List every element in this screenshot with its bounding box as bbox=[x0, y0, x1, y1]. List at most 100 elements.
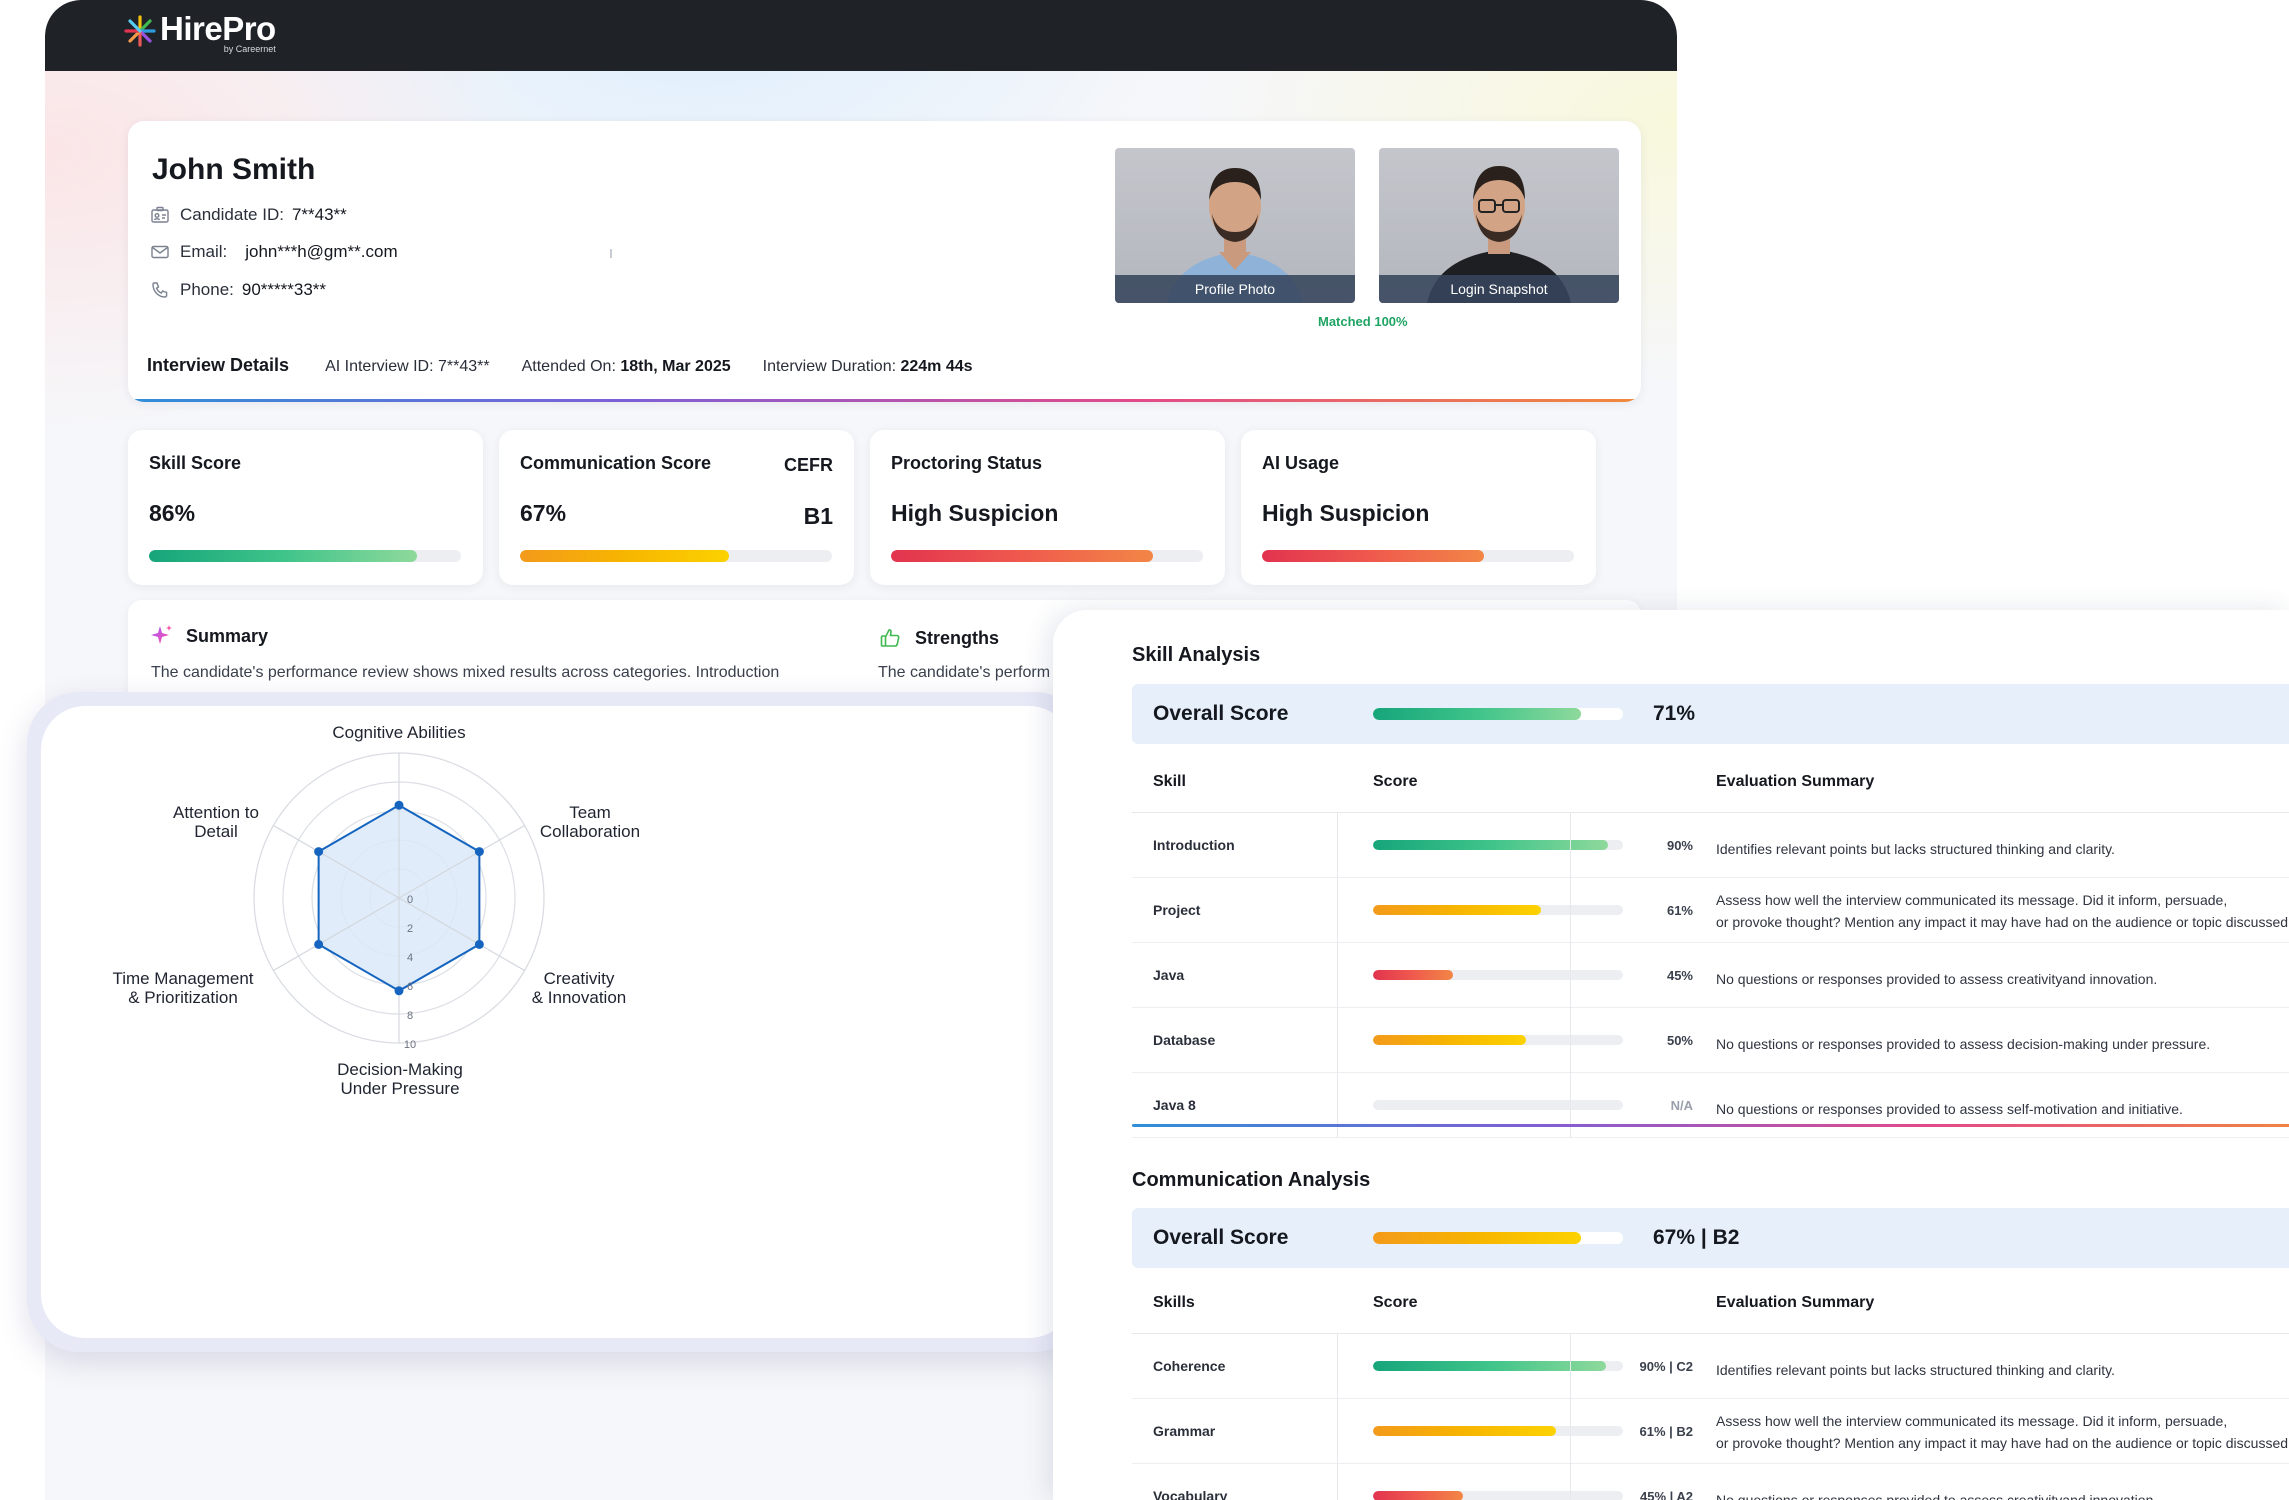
table-row[interactable]: Coherence 90% | C2 Identifies relevant poi… bbox=[1132, 1334, 2289, 1399]
row-score-bar bbox=[1373, 1100, 1623, 1110]
login-snapshot[interactable]: Login Snapshot bbox=[1379, 148, 1619, 303]
skill-score-bar bbox=[149, 550, 461, 562]
radar-point bbox=[314, 847, 324, 857]
row-score-fill bbox=[1373, 840, 1608, 850]
evaluation-line: Identifies relevant points but lacks str… bbox=[1716, 1362, 2115, 1378]
communication-score-bar bbox=[520, 550, 832, 562]
evaluation-line: No questions or responses provided to as… bbox=[1716, 1101, 2183, 1117]
proctoring-status-bar bbox=[891, 550, 1203, 562]
app-header: HirePro by Careernet bbox=[45, 0, 1677, 71]
ai-usage-value: High Suspicion bbox=[1262, 500, 1430, 526]
candidate-id-label: Candidate ID: bbox=[180, 205, 284, 224]
ai-interview-id-label: AI Interview ID: bbox=[325, 358, 434, 375]
brand-subtitle: by Careernet bbox=[223, 44, 276, 54]
candidate-id-value: 7**43** bbox=[291, 205, 347, 224]
radar-tick-label: 0 bbox=[407, 894, 413, 906]
radar-point bbox=[394, 986, 404, 996]
evaluation-line: or provoke thought? Mention any impact i… bbox=[1716, 914, 2289, 930]
analysis-panel: Skill Analysis Overall Score 71% Skill S… bbox=[1053, 610, 2289, 1500]
evaluation-col-header: Evaluation Summary bbox=[1716, 773, 1875, 790]
row-score-bar bbox=[1373, 840, 1623, 850]
radar-axis-label: & Innovation bbox=[532, 988, 627, 1007]
skill-overall-value: 71% bbox=[1653, 702, 1696, 725]
column-divider bbox=[1570, 813, 1571, 1138]
row-evaluation: Assess how well the interview communicat… bbox=[1716, 1410, 2289, 1454]
row-evaluation: No questions or responses provided to as… bbox=[1716, 1033, 2210, 1055]
interview-details-title: Interview Details bbox=[147, 355, 290, 375]
strengths-heading: Strengths bbox=[879, 626, 999, 650]
skill-analysis-underline bbox=[1132, 1124, 2289, 1127]
radar-tick-label: 8 bbox=[407, 1010, 413, 1022]
table-row[interactable]: Java 8 N/A No questions or responses provi… bbox=[1132, 1073, 2289, 1138]
evaluation-line: or provoke thought? Mention any impact i… bbox=[1716, 1435, 2289, 1451]
skill-score-card[interactable]: Skill Score 86% bbox=[128, 430, 483, 585]
candidate-phone-row: Phone: 90*****33** bbox=[150, 280, 326, 300]
logo-burst-icon bbox=[124, 15, 156, 47]
evaluation-line: No questions or responses provided to as… bbox=[1716, 971, 2158, 987]
sparkle-icon bbox=[151, 625, 172, 644]
radar-chart: 0 2 4 6 8 10 Cognitive Abilities TeamCollaborat… bbox=[112, 723, 640, 1098]
radar-chart-card: 0 2 4 6 8 10 Cognitive Abilities Team Collaborat… bbox=[27, 692, 1087, 1352]
evaluation-line: No questions or responses provided to as… bbox=[1716, 1492, 2158, 1500]
row-score-fill bbox=[1373, 1426, 1556, 1436]
radar-axis-label: Under Pressure bbox=[340, 1079, 459, 1098]
radar-spoke bbox=[398, 825, 525, 899]
radar-axis-label: Detail bbox=[194, 822, 237, 841]
communication-score-card[interactable]: Communication Score CEFR 67% B1 bbox=[499, 430, 854, 585]
row-skill-name: Vocabulary bbox=[1153, 1488, 1228, 1500]
ai-usage-card[interactable]: AI Usage High Suspicion bbox=[1241, 430, 1596, 585]
table-row[interactable]: Project 61% Assess how well the interview … bbox=[1132, 878, 2289, 943]
proctoring-status-fill bbox=[891, 550, 1154, 562]
radar-axis-label: Creativity bbox=[544, 969, 615, 988]
skill-overall-fill bbox=[1373, 708, 1581, 720]
row-score-bar bbox=[1373, 970, 1623, 980]
table-row[interactable]: Java 45% No questions or responses provide… bbox=[1132, 943, 2289, 1008]
interview-duration: Interview Duration: 224m 44s bbox=[763, 358, 973, 376]
radar-chart-panel: 0 2 4 6 8 10 Cognitive Abilities Team Collaborat… bbox=[41, 706, 1073, 1338]
attended-on-value: 18th, Mar 2025 bbox=[620, 358, 731, 375]
candidate-email-value: john***h@gm**.com bbox=[245, 242, 398, 261]
summary-heading: Summary bbox=[150, 624, 268, 648]
radar-point bbox=[314, 939, 324, 949]
row-score-fill bbox=[1373, 1035, 1526, 1045]
evaluation-line: Identifies relevant points but lacks str… bbox=[1716, 841, 2115, 857]
communication-overall-label: Overall Score bbox=[1153, 1226, 1289, 1249]
table-row[interactable]: Vocabulary 45% | A2 No questions or respon… bbox=[1132, 1464, 2289, 1500]
login-snapshot-caption: Login Snapshot bbox=[1379, 275, 1619, 303]
ai-usage-title: AI Usage bbox=[1262, 453, 1340, 473]
communication-overall-fill bbox=[1373, 1232, 1581, 1244]
profile-photo[interactable]: Profile Photo bbox=[1115, 148, 1355, 303]
row-score-bar bbox=[1373, 905, 1623, 915]
skill-table-header: Skill Score Evaluation Summary bbox=[1132, 751, 2289, 813]
candidate-email-label: Email: bbox=[180, 242, 228, 261]
table-row[interactable]: Introduction 90% Identifies relevant point… bbox=[1132, 813, 2289, 878]
id-card-icon bbox=[151, 206, 169, 223]
skills-col-header: Skills bbox=[1153, 1294, 1195, 1311]
proctoring-status-card[interactable]: Proctoring Status High Suspicion bbox=[870, 430, 1225, 585]
row-score-value: 61% | B2 bbox=[1639, 1424, 1694, 1439]
communication-analysis-title: Communication Analysis bbox=[1132, 1169, 1371, 1191]
row-skill-name: Project bbox=[1153, 902, 1201, 918]
radar-spoke bbox=[273, 825, 400, 899]
communication-overall-value: 67% | B2 bbox=[1653, 1226, 1740, 1249]
table-row[interactable]: Grammar 61% | B2 Assess how well the inter… bbox=[1132, 1399, 2289, 1464]
radar-axis-label: & Prioritization bbox=[128, 988, 238, 1007]
candidate-card: John Smith Candidate ID: 7**43** Email: … bbox=[128, 121, 1641, 402]
row-score-value: 90% | C2 bbox=[1639, 1359, 1694, 1374]
radar-point bbox=[394, 800, 404, 810]
communication-score-fill bbox=[520, 550, 730, 562]
skill-overall-bar bbox=[1373, 708, 1623, 720]
row-skill-name: Java 8 bbox=[1153, 1097, 1196, 1113]
evaluation-line: Assess how well the interview communicat… bbox=[1716, 1413, 2228, 1429]
row-score-bar bbox=[1373, 1035, 1623, 1045]
hirepro-logo[interactable]: HirePro by Careernet bbox=[123, 12, 276, 54]
table-row[interactable]: Database 50% No questions or responses pro… bbox=[1132, 1008, 2289, 1073]
skill-overall-score: Overall Score 71% bbox=[1132, 684, 2289, 744]
row-score-bar bbox=[1373, 1426, 1623, 1436]
column-divider bbox=[1337, 813, 1338, 1138]
face-match-status: Matched 100% bbox=[1318, 314, 1408, 329]
row-evaluation: Identifies relevant points but lacks str… bbox=[1716, 1359, 2115, 1381]
row-evaluation: Identifies relevant points but lacks str… bbox=[1716, 838, 2115, 860]
summary-text: The candidate's performance review shows… bbox=[151, 664, 780, 681]
communication-table-body: Coherence 90% | C2 Identifies relevant poi… bbox=[1132, 1334, 2289, 1500]
